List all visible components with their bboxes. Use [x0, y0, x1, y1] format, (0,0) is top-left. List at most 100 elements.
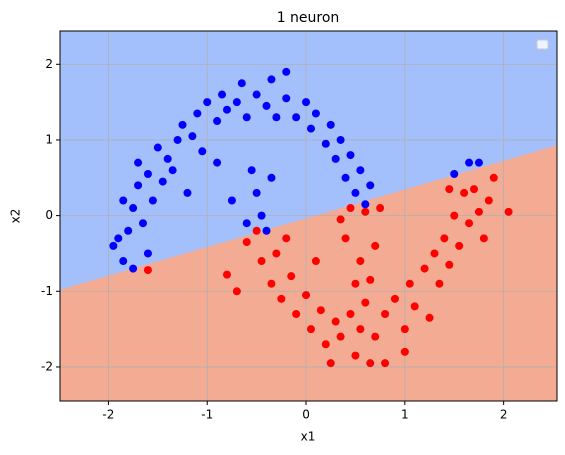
point: [361, 298, 370, 307]
point: [143, 170, 152, 179]
point: [336, 332, 345, 341]
point: [222, 105, 231, 114]
point: [326, 120, 335, 129]
point: [257, 211, 266, 220]
point: [400, 347, 409, 356]
point: [247, 166, 256, 175]
point: [163, 154, 172, 163]
point: [267, 75, 276, 84]
point: [168, 166, 177, 175]
point: [262, 226, 271, 235]
axes-frame: [59, 30, 558, 402]
point: [465, 219, 474, 228]
point: [114, 234, 123, 243]
point: [435, 279, 444, 288]
point: [405, 279, 414, 288]
point: [356, 325, 365, 334]
point: [292, 113, 301, 122]
y-axis-label: x2: [9, 209, 23, 224]
point: [351, 351, 360, 360]
point: [252, 90, 261, 99]
point: [213, 158, 222, 167]
point: [381, 309, 390, 318]
x-tick-label: 0: [302, 408, 310, 422]
point: [242, 219, 251, 228]
point: [302, 291, 311, 300]
point: [287, 272, 296, 281]
point: [153, 143, 162, 152]
point: [282, 94, 291, 103]
x-axis-label: x1: [301, 430, 316, 444]
point: [346, 151, 355, 160]
region-below: [60, 145, 557, 401]
point: [306, 124, 315, 133]
point: [474, 207, 483, 216]
point: [341, 173, 350, 182]
point: [400, 325, 409, 334]
point: [504, 207, 513, 216]
point: [321, 139, 330, 148]
point: [306, 325, 315, 334]
point: [381, 359, 390, 368]
point: [311, 109, 320, 118]
point: [203, 98, 212, 107]
point: [272, 113, 281, 122]
point: [371, 241, 380, 250]
legend: [536, 39, 549, 50]
point: [109, 241, 118, 250]
point: [252, 188, 261, 197]
point: [346, 204, 355, 213]
y-tick-label: -2: [41, 359, 53, 373]
point: [227, 196, 236, 205]
point: [445, 260, 454, 269]
point: [267, 173, 276, 182]
point: [351, 188, 360, 197]
plot-area: [60, 31, 557, 401]
point: [371, 332, 380, 341]
point: [331, 154, 340, 163]
point: [267, 279, 276, 288]
point: [262, 101, 271, 110]
point: [178, 120, 187, 129]
point: [188, 132, 197, 141]
point: [302, 98, 311, 107]
point: [361, 207, 370, 216]
x-tick-label: -1: [201, 408, 213, 422]
point: [341, 234, 350, 243]
x-tick-label: 1: [401, 408, 409, 422]
point: [366, 181, 375, 190]
point: [445, 185, 454, 194]
point: [198, 147, 207, 156]
point: [257, 257, 266, 266]
point: [410, 302, 419, 311]
point: [351, 279, 360, 288]
point: [242, 238, 251, 247]
y-tick-label: -1: [41, 284, 53, 298]
point: [390, 294, 399, 303]
point: [336, 135, 345, 144]
point: [474, 158, 483, 167]
point: [218, 90, 227, 99]
x-tick-label: -2: [102, 408, 114, 422]
point: [237, 79, 246, 88]
point: [292, 309, 301, 318]
point: [124, 226, 133, 235]
point: [143, 266, 152, 275]
point: [183, 188, 192, 197]
point: [311, 257, 320, 266]
point: [272, 249, 281, 258]
point: [450, 211, 459, 220]
point: [193, 109, 202, 118]
point: [420, 264, 429, 273]
x-tick-label: 2: [500, 408, 508, 422]
point: [470, 185, 479, 194]
point: [479, 234, 488, 243]
point: [148, 196, 157, 205]
point: [465, 158, 474, 167]
point: [129, 204, 138, 213]
point: [213, 117, 222, 126]
chart-title: 1 neuron: [277, 10, 340, 26]
point: [331, 317, 340, 326]
